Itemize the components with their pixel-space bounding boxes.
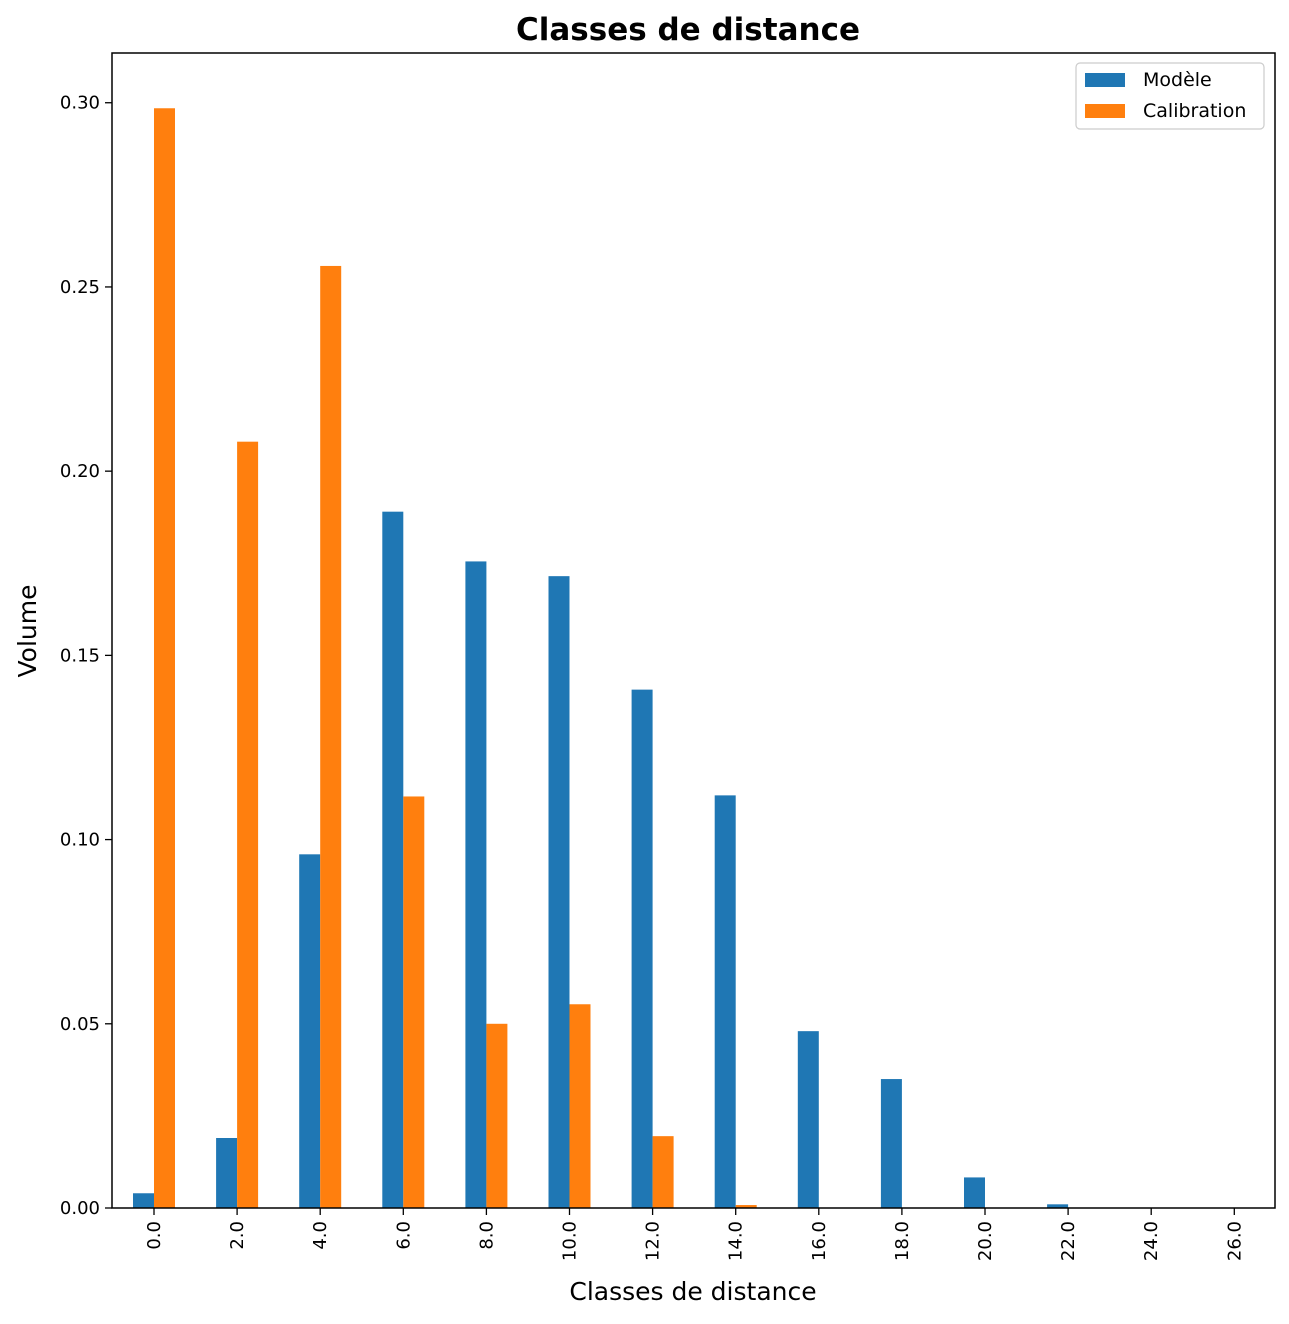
x-tick-label: 12.0 [643,1221,664,1261]
bar-calibration-2 [320,265,342,1208]
x-tick-label: 26.0 [1224,1221,1245,1261]
y-axis-label: Volume [13,585,42,678]
legend-swatch-calibration [1085,104,1125,118]
x-tick-label: 6.0 [393,1221,414,1250]
bar-calibration-4 [486,1023,508,1208]
y-tick-label: 0.00 [60,1198,100,1219]
x-tick-label: 16.0 [809,1221,830,1261]
bar-modele-1 [216,1138,238,1208]
y-tick-label: 0.30 [60,93,100,114]
chart-title: Classes de distance [516,12,860,48]
legend: Modèle Calibration [1075,62,1265,130]
x-tick-label: 10.0 [560,1221,581,1261]
y-tick-label: 0.15 [60,645,100,666]
y-tick-label: 0.20 [60,461,100,482]
bar-calibration-6 [652,1136,674,1208]
x-tick-label: 22.0 [1058,1221,1079,1261]
bar-calibration-5 [569,1004,591,1208]
bar-modele-9 [880,1079,902,1208]
y-tick-label: 0.25 [60,277,100,298]
x-axis: 0.0 2.0 4.0 6.0 8.0 10.0 12.0 14.0 16.0 18.0 20.0 2… [144,1208,1245,1261]
x-tick-label: 20.0 [975,1221,996,1261]
bar-modele-6 [631,689,653,1208]
y-axis: 0.00 0.05 0.10 0.15 0.20 0.25 0.30 [60,93,112,1219]
plot-frame [111,52,1276,1209]
bar-modele-0 [133,1193,154,1208]
x-tick-label: 2.0 [227,1221,248,1250]
bar-modele-11 [1047,1204,1069,1208]
y-tick-label: 0.05 [60,1014,100,1035]
bars-layer [133,108,1069,1208]
legend-label-modele: Modèle [1143,69,1212,91]
x-tick-label: 8.0 [476,1221,497,1250]
x-tick-label: 18.0 [892,1221,913,1261]
bar-calibration-7 [735,1205,757,1208]
y-tick-label: 0.10 [60,830,100,851]
bar-calibration-1 [237,441,259,1208]
legend-swatch-modele [1085,73,1125,87]
x-tick-label: 0.0 [144,1221,165,1250]
x-tick-label: 4.0 [310,1221,331,1250]
bar-modele-7 [714,795,736,1208]
bar-modele-5 [548,576,570,1208]
bar-modele-8 [797,1031,819,1208]
x-tick-label: 14.0 [726,1221,747,1261]
x-axis-label: Classes de distance [569,1277,816,1306]
bar-calibration-0 [154,108,175,1208]
bar-calibration-3 [403,796,425,1208]
bar-modele-2 [299,854,321,1208]
x-tick-label: 24.0 [1141,1221,1162,1261]
bar-modele-3 [382,511,404,1208]
legend-label-calibration: Calibration [1143,100,1246,122]
bar-modele-4 [465,561,487,1208]
bar-modele-10 [964,1177,985,1208]
